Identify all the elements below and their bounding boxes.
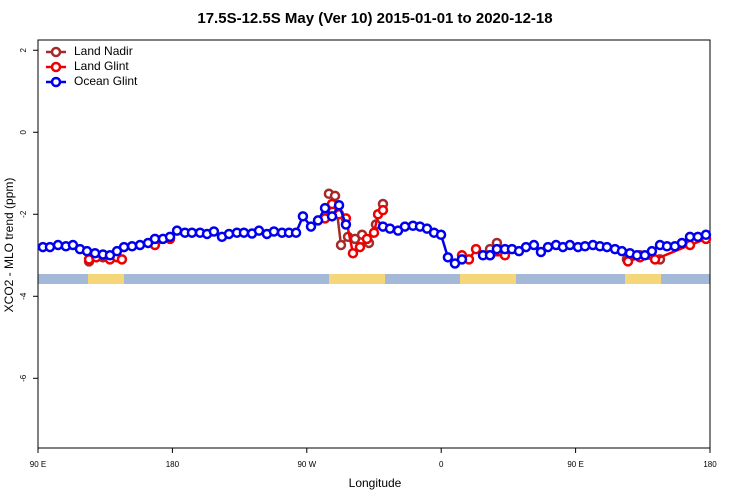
y-axis-label: XCO2 - MLO trend (ppm) <box>2 178 16 313</box>
chart-title: 17.5S-12.5S May (Ver 10) 2015-01-01 to 2… <box>197 10 552 27</box>
legend-label: Land Glint <box>74 59 129 73</box>
point <box>335 239 347 251</box>
point <box>491 243 503 255</box>
point <box>238 227 250 238</box>
point <box>456 254 468 265</box>
point <box>223 228 235 240</box>
point <box>329 190 341 202</box>
legend-marker <box>50 61 62 73</box>
point <box>646 245 658 257</box>
point <box>368 227 380 238</box>
point <box>435 229 447 241</box>
point <box>384 223 396 234</box>
y-tick-label: -2 <box>19 210 28 218</box>
y-tick-label: -4 <box>19 292 28 300</box>
point <box>601 241 613 253</box>
point <box>333 200 345 211</box>
x-tick-label: 90 W <box>297 460 316 469</box>
point <box>312 215 324 226</box>
point <box>649 254 661 265</box>
point <box>340 219 352 230</box>
point <box>377 204 389 216</box>
point <box>268 226 280 237</box>
y-tick-label: -6 <box>19 374 28 382</box>
point <box>116 254 128 265</box>
legend-label: Land Nadir <box>74 44 133 58</box>
plot-frame <box>37 39 711 449</box>
x-axis-label: Longitude <box>349 476 402 490</box>
point <box>442 252 454 263</box>
point <box>208 226 220 237</box>
point <box>579 241 591 252</box>
x-tick-label: 180 <box>703 460 717 469</box>
surface-mask <box>38 274 710 284</box>
point <box>564 239 576 251</box>
legend-marker <box>50 76 62 88</box>
point <box>149 233 161 245</box>
point <box>347 247 359 259</box>
y-tick-label: 0 <box>19 129 28 134</box>
point <box>676 237 688 249</box>
point <box>535 246 547 258</box>
point <box>81 245 93 257</box>
point <box>126 241 138 252</box>
point <box>528 239 540 251</box>
point <box>44 241 56 253</box>
point <box>622 256 634 267</box>
point <box>305 221 317 232</box>
point <box>692 231 704 243</box>
point <box>319 202 331 214</box>
point <box>164 231 176 243</box>
point <box>484 250 496 261</box>
point <box>290 227 302 238</box>
x-tick-label: 0 <box>439 460 444 469</box>
legend-marker <box>50 46 62 58</box>
point <box>700 229 712 241</box>
point <box>684 239 696 251</box>
point <box>326 211 338 222</box>
y-tick-label: 2 <box>19 47 28 52</box>
point <box>354 241 366 253</box>
legend-label: Ocean Glint <box>74 74 138 88</box>
point <box>297 211 309 222</box>
point <box>542 241 554 253</box>
x-tick-label: 90 E <box>30 460 46 469</box>
point <box>118 241 130 253</box>
x-tick-label: 90 E <box>567 460 583 469</box>
point <box>89 247 101 259</box>
point <box>399 221 411 232</box>
point <box>134 239 146 251</box>
point <box>470 243 482 255</box>
point <box>186 227 198 238</box>
point <box>361 233 373 245</box>
point <box>52 239 64 251</box>
point <box>616 245 628 257</box>
x-tick-label: 180 <box>166 460 180 469</box>
